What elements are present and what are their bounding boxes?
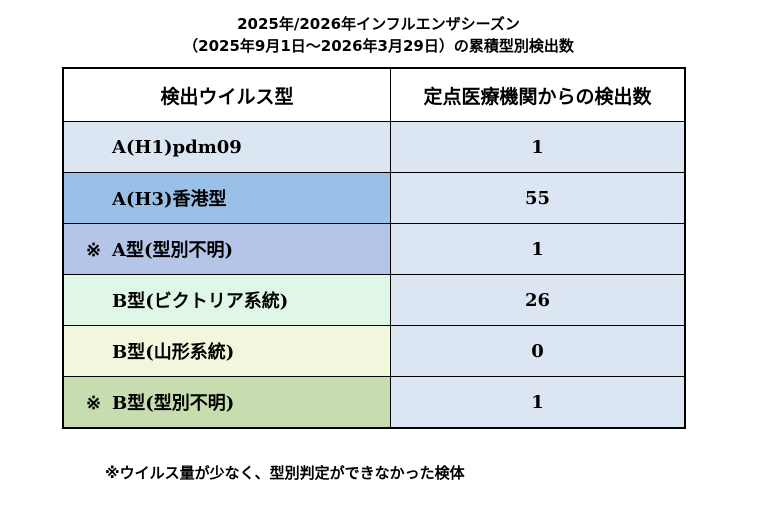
table-row: B型(山形系統) 0 xyxy=(62,325,686,377)
title-line-1: 2025年/2026年インフルエンザシーズン xyxy=(237,15,520,33)
virus-type-cell: ※ A型(型別不明) xyxy=(62,223,391,275)
virus-type-cell: B型(山形系統) xyxy=(62,325,391,377)
header-detection-count: 定点医療機関からの検出数 xyxy=(390,67,686,122)
count-cell: 0 xyxy=(390,325,686,377)
header-virus-type: 検出ウイルス型 xyxy=(62,67,391,122)
virus-type-cell: B型(ビクトリア系統) xyxy=(62,274,391,326)
virus-type-label: B型(ビクトリア系統) xyxy=(112,291,289,312)
table-row: ※ B型(型別不明) 1 xyxy=(62,376,686,429)
table-row: A(H3)香港型 55 xyxy=(62,172,686,224)
virus-type-cell: ※ B型(型別不明) xyxy=(62,376,391,429)
virus-type-label: B型(山形系統) xyxy=(112,342,235,363)
virus-type-cell: A(H1)pdm09 xyxy=(62,121,391,173)
virus-type-cell: A(H3)香港型 xyxy=(62,172,391,224)
title-line-2: （2025年9月1日～2026年3月29日）の累積型別検出数 xyxy=(183,37,574,55)
virus-type-label: A型(型別不明) xyxy=(112,240,233,261)
virus-type-label: A(H1)pdm09 xyxy=(112,136,242,158)
table-row: A(H1)pdm09 1 xyxy=(62,121,686,173)
count-cell: 1 xyxy=(390,121,686,173)
count-cell: 26 xyxy=(390,274,686,326)
virus-type-label: B型(型別不明) xyxy=(112,393,235,414)
footnote: ※ウイルス量が少なく、型別判定ができなかった検体 xyxy=(105,464,465,482)
table-row: B型(ビクトリア系統) 26 xyxy=(62,274,686,326)
count-cell: 1 xyxy=(390,376,686,429)
count-cell: 55 xyxy=(390,172,686,224)
detection-table: 検出ウイルス型 定点医療機関からの検出数 A(H1)pdm09 1 A(H3)香… xyxy=(62,67,686,429)
table-header-row: 検出ウイルス型 定点医療機関からの検出数 xyxy=(62,67,686,122)
table-row: ※ A型(型別不明) 1 xyxy=(62,223,686,275)
count-cell: 1 xyxy=(390,223,686,275)
footnote-mark: ※ xyxy=(86,393,102,414)
footnote-mark: ※ xyxy=(86,240,102,261)
virus-type-label: A(H3)香港型 xyxy=(112,189,227,210)
